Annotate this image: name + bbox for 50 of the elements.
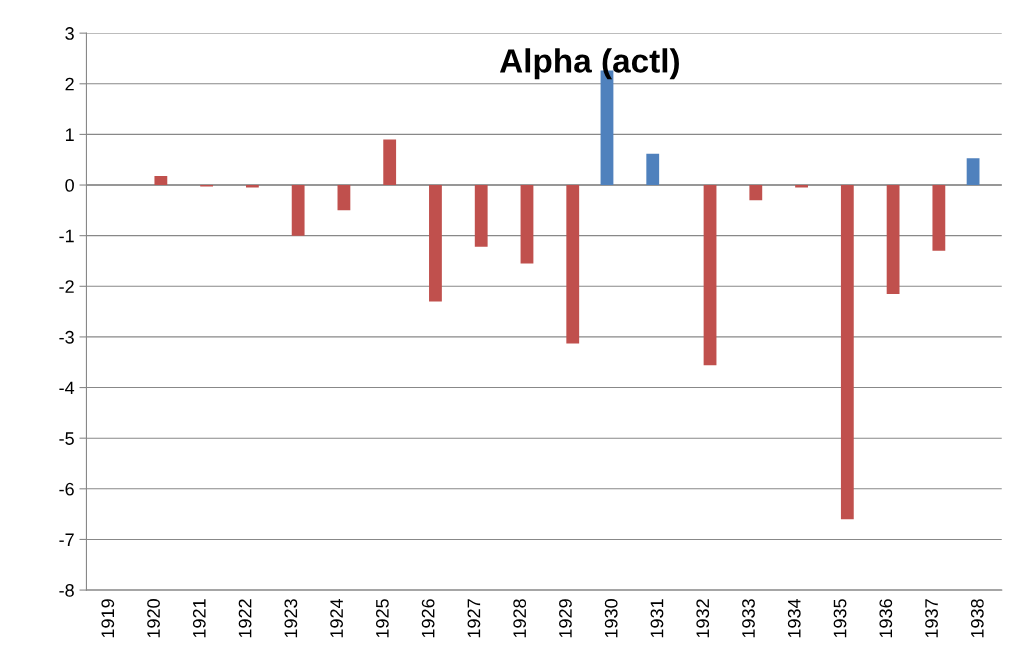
x-tick-label: 1920: [147, 599, 160, 638]
y-tick-label: -5: [59, 432, 74, 445]
x-tick-label: 1935: [833, 599, 847, 638]
x-tick-label: 1931: [650, 599, 664, 638]
x-tick-label: 1930: [604, 599, 618, 638]
x-tick-label: 1929: [559, 599, 572, 638]
x-tick-label: 1937: [925, 599, 938, 638]
x-tick-label: 1933: [742, 599, 755, 638]
y-tick-label: -7: [59, 533, 74, 546]
y-tick-label: -6: [59, 482, 74, 496]
bar: [886, 185, 900, 294]
chart-title: Alpha (actl): [499, 48, 679, 80]
bar: [646, 153, 660, 186]
bar: [966, 158, 980, 186]
x-tick-label: 1922: [238, 599, 252, 638]
y-tick-label: -1: [59, 229, 74, 243]
x-tick-label: 1934: [787, 598, 801, 638]
bar: [429, 185, 442, 302]
bar: [291, 185, 305, 236]
y-tick-label: 2: [65, 77, 74, 91]
x-tick-label: 1926: [421, 599, 435, 638]
x-tick-label: 1928: [513, 599, 527, 638]
bar: [749, 185, 763, 201]
bar: [383, 139, 397, 186]
y-tick-label: 0: [65, 178, 74, 192]
bar: [474, 185, 488, 247]
x-tick-label: 1925: [375, 599, 389, 638]
bar: [566, 185, 580, 344]
x-tick-label: 1923: [284, 599, 298, 638]
y-tick-label: 1: [65, 128, 74, 141]
bar: [245, 185, 259, 188]
x-tick-label: 1921: [192, 599, 206, 638]
y-tick-label: -3: [59, 330, 74, 344]
bar: [932, 185, 946, 251]
x-tick-label: 1927: [467, 599, 481, 638]
bar: [154, 175, 168, 186]
x-tick-label: 1932: [696, 599, 710, 638]
x-tick-label: 1936: [879, 599, 893, 638]
bar: [520, 185, 534, 264]
bar: [840, 185, 854, 520]
y-tick-label: -4: [59, 381, 75, 395]
y-tick-label: -2: [59, 280, 74, 293]
y-tick-label: 3: [65, 27, 74, 40]
x-tick-label: 1938: [970, 599, 984, 638]
x-tick-label: 1924: [330, 598, 343, 638]
x-tick-label: 1919: [101, 599, 115, 638]
bar: [337, 185, 351, 211]
bar: [795, 185, 808, 188]
y-tick-label: -8: [59, 584, 74, 597]
bar: [703, 185, 717, 366]
